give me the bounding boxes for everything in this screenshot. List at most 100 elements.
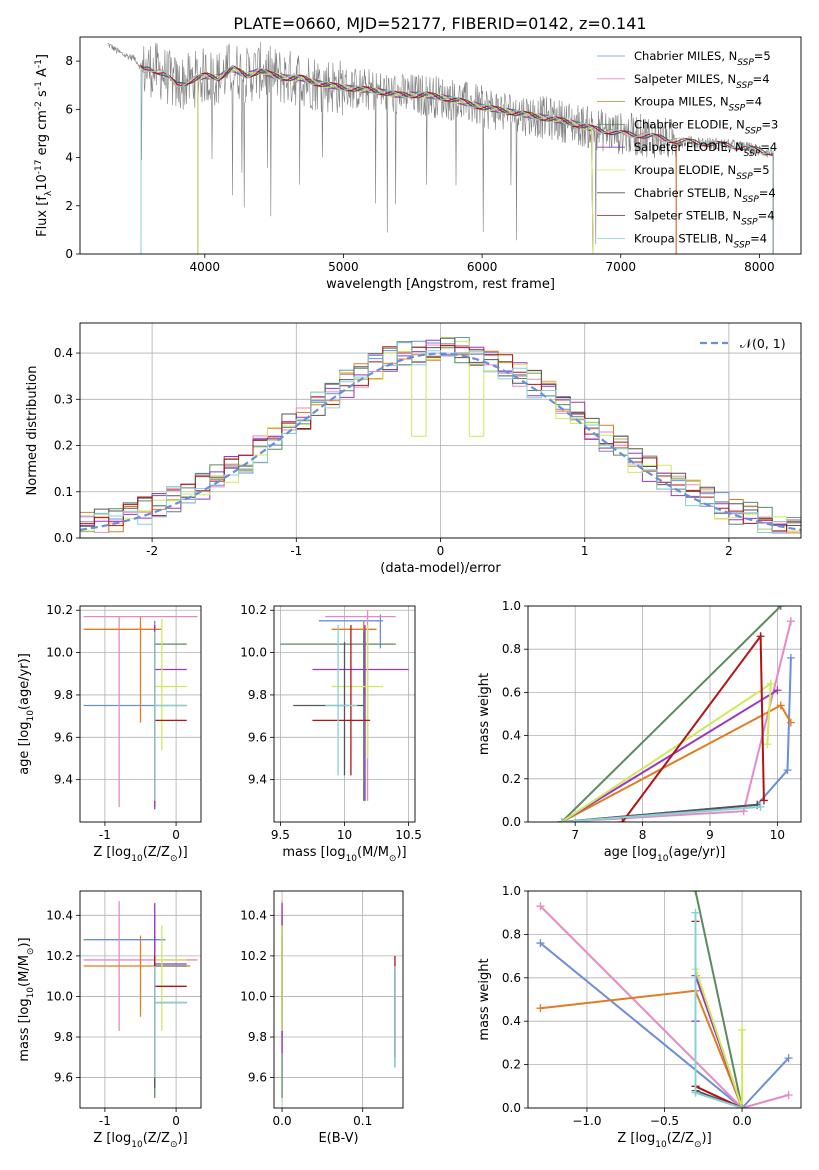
x-axis-label: (data-model)/error — [380, 561, 501, 576]
label-part: 10 — [346, 854, 358, 864]
label-part: Salpeter ELODIE, N — [634, 140, 744, 154]
label-part: )] — [396, 845, 406, 860]
label-part: Z [log — [93, 1131, 131, 1146]
series-salpeter-stelib — [618, 632, 768, 822]
legend-label: Chabrier STELIB, NSSP=4 — [634, 186, 776, 205]
label-part: SSP — [736, 172, 753, 182]
label-part: =3 — [761, 117, 778, 131]
label-part: -1 — [34, 59, 44, 68]
y-tick-label: 0.0 — [502, 815, 521, 829]
y-tick-label: 6 — [65, 102, 73, 116]
label-part: age [log — [604, 845, 657, 860]
y-tick-label: 10.2 — [240, 949, 267, 963]
series-marker — [756, 632, 765, 641]
y-axis-label: age [log10(age/yr)] — [17, 653, 36, 775]
legend-label: Salpeter STELIB, NSSP=4 — [634, 209, 775, 228]
axes-frame — [79, 322, 802, 539]
mass_weight_vs_Z-plot-area — [536, 891, 793, 1108]
label-part: 10 — [655, 1140, 667, 1150]
y-tick-label: 9.6 — [54, 1071, 73, 1085]
y-axis-label: mass weight — [477, 958, 492, 1040]
series-chabrier-elodie — [557, 606, 785, 822]
y-tick-label: 10.2 — [46, 603, 73, 617]
x-tick-label: 8000 — [744, 260, 775, 274]
label-part: SSP — [737, 58, 754, 68]
x-tick-label: 0.0 — [733, 1114, 752, 1128]
point-kroupa-miles — [83, 616, 162, 723]
series-marker — [738, 1104, 747, 1108]
label-part: ⊙ — [389, 854, 397, 864]
axes-frame — [527, 605, 802, 823]
series-marker — [784, 1090, 793, 1099]
series-line — [561, 689, 778, 822]
label-part: Normed distribution — [25, 366, 40, 496]
x-axis-label: age [log10(age/yr)] — [604, 845, 726, 864]
label-part: ] — [35, 54, 50, 59]
x-tick-label: -1 — [99, 828, 111, 842]
label-part: SSP — [744, 149, 761, 159]
series-marker — [773, 686, 782, 695]
y-tick-label: 9.6 — [248, 1071, 267, 1085]
series-marker — [557, 818, 566, 822]
point-chabrier-miles — [318, 614, 383, 649]
panel-mass_weight_vs_Z: −1.0 −0.5 0.0 0.0 0.2 0.4 0.6 0.8 1.0 Z [log10(Z/… — [477, 884, 802, 1150]
series-marker — [691, 891, 700, 895]
hist-plot-area — [80, 337, 801, 534]
label-part: λ — [44, 190, 54, 196]
label-part: Z [log — [93, 845, 131, 860]
point-salpeter-stelib — [154, 955, 187, 1078]
x-tick-label: 8 — [639, 828, 647, 842]
x-axis-label: Z [log10(Z/Z⊙)] — [93, 845, 187, 864]
y-tick-label: 1.0 — [502, 599, 521, 613]
label-part: s — [35, 90, 50, 101]
label-part: Kroupa MILES, N — [634, 95, 729, 109]
mass_weight_vs_age-plot-area — [557, 606, 795, 822]
point-salpeter-stelib — [154, 631, 187, 801]
y-tick-label: 10.2 — [46, 949, 73, 963]
label-part: 10 — [26, 987, 36, 999]
axes-frame — [79, 890, 202, 1109]
label-part: (M/M — [17, 955, 32, 987]
label-part: Kroupa ELODIE, N — [634, 163, 736, 177]
x-tick-label: 0 — [172, 1114, 180, 1128]
panel-spectrum: 4000 5000 6000 7000 8000 0 2 4 6 8 wavelength [Ang… — [34, 36, 802, 292]
y-tick-label: 10.0 — [46, 646, 73, 660]
label-part: mass weight — [477, 958, 492, 1040]
label-part: 10 — [657, 854, 669, 864]
axes-frame — [79, 605, 202, 823]
series-marker — [691, 1088, 700, 1097]
x-tick-label: 9 — [706, 828, 714, 842]
normal-curve — [80, 352, 801, 531]
label-part: 10 — [131, 854, 143, 864]
panel-mass_vs_Z: -1 09.69.810.010.210.4Z [log10(Z/Z⊙)]mass… — [17, 890, 202, 1150]
y-tick-label: 9.4 — [54, 773, 73, 787]
label-part: SSP — [736, 81, 753, 91]
y-tick-label: 0.4 — [54, 346, 73, 360]
legend-label: Chabrier ELODIE, NSSP=3 — [634, 117, 778, 136]
y-tick-label: 9.8 — [54, 1030, 73, 1044]
series-line — [694, 891, 744, 1108]
y-tick-label: 10.0 — [240, 646, 267, 660]
x-tick-label: 0.1 — [353, 1114, 372, 1128]
y-tick-label: 10.0 — [240, 989, 267, 1003]
y-tick-label: 10.4 — [240, 908, 267, 922]
point-kroupa-elodie — [154, 925, 187, 1031]
y-axis-label: mass weight — [477, 673, 492, 755]
point-kroupa-stelib — [154, 966, 187, 1078]
label-part: mass [log — [282, 845, 345, 860]
y-tick-label: 1.0 — [502, 884, 521, 898]
series-kroupa-stelib — [691, 908, 747, 1108]
label-part: (age/yr)] — [668, 845, 725, 860]
point-kroupa-stelib — [325, 625, 358, 776]
label-part: mass [log — [17, 998, 32, 1061]
y-tick-label: 10.2 — [240, 603, 267, 617]
point-salpeter-elodie — [312, 625, 409, 801]
label-part: ⊙ — [170, 1140, 178, 1150]
legend-label: Kroupa MILES, NSSP=4 — [634, 95, 762, 114]
series-kroupa-miles — [536, 986, 747, 1108]
series-marker — [536, 939, 545, 948]
point-chabrier-stelib — [154, 966, 187, 1088]
legend-label: Salpeter ELODIE, NSSP=4 — [634, 140, 777, 159]
label-part: Salpeter STELIB, N — [634, 209, 741, 223]
label-part: SSP — [729, 104, 746, 114]
